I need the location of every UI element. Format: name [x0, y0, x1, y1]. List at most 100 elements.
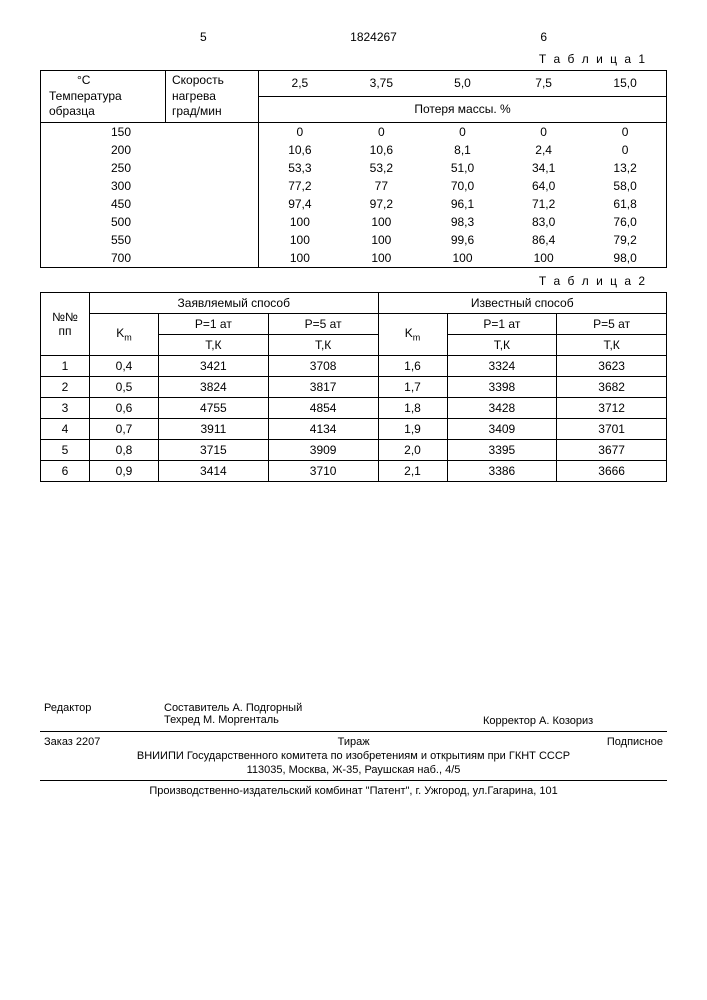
t1-data-cell: 64,0: [503, 177, 584, 195]
addr: 113035, Москва, Ж-35, Раушская наб., 4/5: [40, 764, 667, 776]
t2-data-cell: 4755: [159, 397, 269, 418]
t1-data-cell: 77,2: [259, 177, 341, 195]
tirage: Тираж: [338, 736, 370, 748]
t2-data-cell: 3324: [447, 355, 557, 376]
org: ВНИИПИ Государственного комитета по изоб…: [40, 750, 667, 762]
t1-data-cell: 0: [503, 122, 584, 141]
t1-data-cell: 58,0: [584, 177, 666, 195]
t1-rate-4: 15,0: [584, 71, 666, 97]
t1-data-cell: 99,6: [422, 231, 503, 249]
t1-data-cell: 70,0: [422, 177, 503, 195]
table-row: 45097,497,296,171,261,8: [41, 195, 667, 213]
t2-data-cell: 2,0: [378, 439, 447, 460]
t2-data-cell: 3666: [557, 460, 667, 481]
t1-rate-1: 3,75: [341, 71, 422, 97]
t2-data-cell: 3421: [159, 355, 269, 376]
table-row: 50,8371539092,033953677: [41, 439, 667, 460]
t2-data-cell: 3817: [268, 376, 378, 397]
t2-data-cell: 3409: [447, 418, 557, 439]
t1-temp-label: Температура: [49, 89, 122, 103]
t2-nn: №№пп: [41, 292, 90, 355]
t2-data-cell: 2: [41, 376, 90, 397]
t2-data-cell: 3710: [268, 460, 378, 481]
t1-data-cell: 96,1: [422, 195, 503, 213]
table-row: 30077,27770,064,058,0: [41, 177, 667, 195]
t1-data-cell: 100: [259, 249, 341, 268]
t1-temp-cell: 300: [41, 177, 259, 195]
t2-data-cell: 3712: [557, 397, 667, 418]
t2-data-cell: 3824: [159, 376, 269, 397]
t2-data-cell: 3: [41, 397, 90, 418]
t1-data-cell: 0: [422, 122, 503, 141]
t1-temp-cell: 500: [41, 213, 259, 231]
table-row: 10,4342137081,633243623: [41, 355, 667, 376]
t2-data-cell: 3708: [268, 355, 378, 376]
t1-data-cell: 10,6: [259, 141, 341, 159]
t1-data-cell: 97,4: [259, 195, 341, 213]
t1-data-cell: 53,2: [341, 159, 422, 177]
t2-data-cell: 1,9: [378, 418, 447, 439]
t2-data-cell: 2,1: [378, 460, 447, 481]
subscription: Подписное: [607, 736, 663, 748]
t1-data-cell: 34,1: [503, 159, 584, 177]
t1-data-cell: 77: [341, 177, 422, 195]
t2-data-cell: 0,5: [90, 376, 159, 397]
t1-data-cell: 71,2: [503, 195, 584, 213]
page-num-left: 5: [200, 30, 207, 44]
t2-data-cell: 3911: [159, 418, 269, 439]
t2-data-cell: 5: [41, 439, 90, 460]
t2-tk-2: Т,К: [268, 334, 378, 355]
t1-temp-cell: 700: [41, 249, 259, 268]
table-row: 25053,353,251,034,113,2: [41, 159, 667, 177]
t2-data-cell: 1: [41, 355, 90, 376]
t2-p1-2: Р=1 ат: [447, 313, 557, 334]
order: Заказ 2207: [44, 736, 100, 748]
t1-data-cell: 0: [259, 122, 341, 141]
t1-data-cell: 0: [584, 141, 666, 159]
page-header: 5 1824267 6: [40, 30, 667, 44]
t2-data-cell: 4: [41, 418, 90, 439]
t1-data-cell: 100: [259, 231, 341, 249]
t2-data-cell: 3682: [557, 376, 667, 397]
table-row: 70010010010010098,0: [41, 249, 667, 268]
t2-p5-2: Р=5 ат: [557, 313, 667, 334]
t1-temp-cell: 200: [41, 141, 259, 159]
prod: Производственно-издательский комбинат "П…: [40, 785, 667, 797]
t1-data-cell: 51,0: [422, 159, 503, 177]
t2-group2: Известный способ: [378, 292, 667, 313]
table-row: 40,7391141341,934093701: [41, 418, 667, 439]
table2-label: Т а б л и ц а 2: [40, 274, 647, 288]
t1-data-cell: 100: [259, 213, 341, 231]
t1-sample-label: образца: [49, 104, 95, 118]
table-row: 60,9341437102,133863666: [41, 460, 667, 481]
t1-data-cell: 76,0: [584, 213, 666, 231]
t2-data-cell: 1,6: [378, 355, 447, 376]
tehred: Техред М. Моргенталь: [164, 714, 279, 726]
t1-data-cell: 100: [503, 249, 584, 268]
t2-data-cell: 0,4: [90, 355, 159, 376]
footer: Редактор Составитель А. Подгорный Техред…: [40, 702, 667, 797]
table-row: 20,5382438171,733983682: [41, 376, 667, 397]
corrector: Корректор А. Козориз: [483, 702, 663, 727]
t2-data-cell: 1,8: [378, 397, 447, 418]
t1-rate-3: 7,5: [503, 71, 584, 97]
editor-label: Редактор: [44, 702, 164, 727]
t2-data-cell: 0,7: [90, 418, 159, 439]
t2-tk-1: Т,К: [159, 334, 269, 355]
t1-data-cell: 10,6: [341, 141, 422, 159]
table-row: 50010010098,383,076,0: [41, 213, 667, 231]
t2-data-cell: 3623: [557, 355, 667, 376]
t1-data-cell: 53,3: [259, 159, 341, 177]
t1-rate-2: 5,0: [422, 71, 503, 97]
t1-data-cell: 0: [584, 122, 666, 141]
t2-data-cell: 3715: [159, 439, 269, 460]
t1-data-cell: 98,0: [584, 249, 666, 268]
t2-tk-4: Т,К: [557, 334, 667, 355]
t1-temp-cell: 150: [41, 122, 259, 141]
t2-data-cell: 3428: [447, 397, 557, 418]
t2-km1: Km: [90, 313, 159, 355]
table-row: 55010010099,686,479,2: [41, 231, 667, 249]
compiler: Составитель А. Подгорный: [164, 702, 302, 714]
table1: °С Температура образца Скорость нагрева …: [40, 70, 667, 268]
t1-data-cell: 100: [341, 249, 422, 268]
